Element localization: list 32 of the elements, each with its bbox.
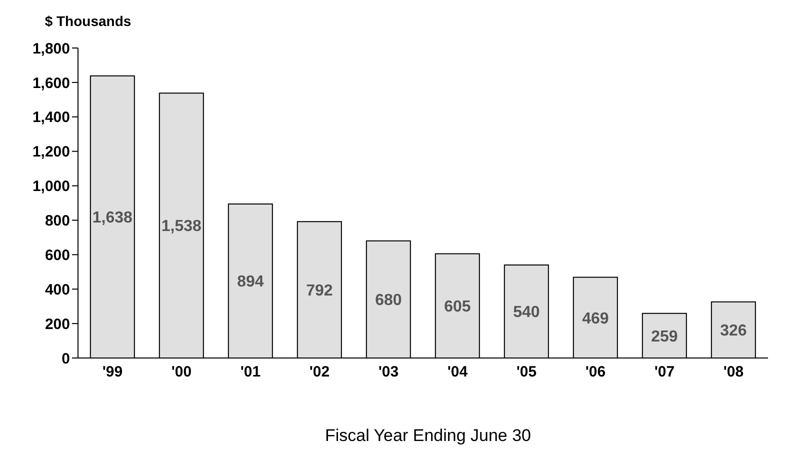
y-tick-label: 200 xyxy=(44,316,70,333)
data-label: 469 xyxy=(582,310,609,328)
x-tick-label: '00 xyxy=(171,364,192,381)
y-tick-label: 1,200 xyxy=(32,144,70,161)
x-tick-label: '03 xyxy=(378,364,399,381)
y-tick-label: 600 xyxy=(44,246,70,264)
data-label: 792 xyxy=(306,282,333,300)
x-tick-label: '06 xyxy=(585,364,606,381)
data-label: 259 xyxy=(651,328,678,346)
data-label: 540 xyxy=(513,304,540,322)
y-tick-label: 400 xyxy=(44,281,70,298)
x-tick-label: '02 xyxy=(309,364,330,381)
y-tick-label: 1,600 xyxy=(32,74,70,92)
y-tick-label: 0 xyxy=(62,350,70,368)
x-tick-label: '07 xyxy=(654,364,675,381)
y-tick-label: 1,000 xyxy=(32,178,70,196)
data-label: 605 xyxy=(444,298,471,316)
x-tick-label: '01 xyxy=(240,364,261,381)
y-axis-title: $ Thousands xyxy=(44,13,132,29)
data-label: 1,638 xyxy=(92,210,133,227)
x-tick-label: '99 xyxy=(102,364,123,381)
y-tick-label: 800 xyxy=(44,212,70,230)
data-label: 894 xyxy=(237,274,264,291)
y-tick-label: 1,400 xyxy=(32,109,70,126)
y-tick-label: 1,800 xyxy=(32,40,70,58)
data-label: 326 xyxy=(720,322,747,340)
data-label: 1,538 xyxy=(161,218,202,236)
x-tick-label: '05 xyxy=(516,364,537,381)
x-axis-title: Fiscal Year Ending June 30 xyxy=(324,426,532,446)
x-tick-label: '08 xyxy=(723,364,744,381)
data-label: 680 xyxy=(375,292,402,310)
x-tick-label: '04 xyxy=(447,364,468,381)
